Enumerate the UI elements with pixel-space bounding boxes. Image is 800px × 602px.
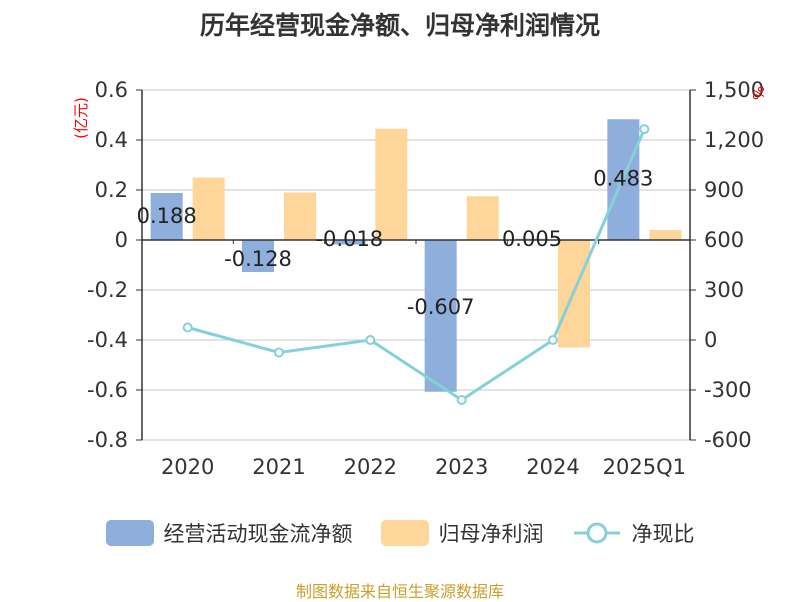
legend: 经营活动现金流净额 归母净利润 净现比 <box>0 518 800 548</box>
x-tick-label: 2022 <box>344 455 397 479</box>
left-tick-label: 0.6 <box>95 78 128 102</box>
x-tick-label: 2023 <box>435 455 488 479</box>
bar-net-profit <box>466 196 499 240</box>
ratio-point <box>639 124 650 135</box>
legend-label-cashflow: 经营活动现金流净额 <box>163 522 353 546</box>
ratio-point <box>274 347 284 358</box>
right-tick-label: 1,500 <box>704 78 764 102</box>
right-tick-label: -600 <box>704 428 752 452</box>
bar-value-label: -0.607 <box>407 295 475 319</box>
bar-cashflow <box>333 240 366 245</box>
ratio-point <box>456 395 467 405</box>
left-tick-label: -0.8 <box>87 428 128 452</box>
legend-item-ratio[interactable]: 净现比 <box>572 518 695 548</box>
legend-swatch-net-profit <box>380 520 429 546</box>
ratio-point <box>365 335 376 345</box>
right-tick-label: 900 <box>704 178 744 202</box>
right-axis-unit: % <box>750 86 768 100</box>
bars <box>150 119 682 392</box>
right-tick-label: 0 <box>704 328 717 352</box>
left-tick-label: 0.2 <box>95 178 128 202</box>
legend-swatch-cashflow <box>105 520 154 546</box>
bar-value-label: 0.483 <box>593 166 653 190</box>
data-labels: 0.188 -0.128 -0.018 -0.607 0.005 0.483 <box>137 166 654 319</box>
right-tick-label: 600 <box>704 228 744 252</box>
right-tick-label: -300 <box>704 378 752 402</box>
left-tick-label: 0.4 <box>95 128 128 152</box>
legend-item-net-profit[interactable]: 归母净利润 <box>380 518 544 548</box>
legend-line-ratio-icon <box>573 522 620 544</box>
legend-label-net-profit: 归母净利润 <box>438 522 544 546</box>
bar-cashflow <box>150 193 183 240</box>
right-tick-label: 300 <box>704 278 744 302</box>
left-tick-label: -0.6 <box>87 378 128 402</box>
right-tick-label: 1,200 <box>704 128 764 152</box>
ratio-point <box>548 335 558 345</box>
chart-title: 历年经营现金净额、归母净利润情况 <box>199 11 600 40</box>
x-tick-label: 2021 <box>252 455 305 479</box>
bar-cashflow <box>424 240 457 392</box>
bar-cashflow <box>242 240 274 272</box>
bar-net-profit <box>375 128 408 240</box>
legend-item-cashflow[interactable]: 经营活动现金流净额 <box>105 518 353 548</box>
bar-net-profit <box>192 177 225 240</box>
x-tick-label: 2025Q1 <box>603 455 686 479</box>
bar-value-label: -0.018 <box>315 227 383 251</box>
source-note: 制图数据来自恒生聚源数据库 <box>295 582 504 601</box>
left-tick-label: -0.4 <box>87 328 128 352</box>
axes: 0.6 0.4 0.2 0 -0.2 -0.4 -0.6 -0.8 1,500 1,200 900 6… <box>72 78 768 479</box>
left-tick-label: 0 <box>115 228 128 252</box>
bar-value-label: 0.188 <box>137 204 197 228</box>
bar-value-label: 0.005 <box>502 227 562 251</box>
x-tick-label: 2024 <box>526 455 579 479</box>
bar-value-label: -0.128 <box>224 247 292 271</box>
ratio-point <box>182 322 193 333</box>
bar-net-profit <box>649 230 682 240</box>
ratio-line <box>182 124 650 405</box>
left-axis-unit: (亿元) <box>72 97 90 139</box>
legend-label-ratio: 净现比 <box>631 522 695 546</box>
left-tick-label: -0.2 <box>87 278 128 302</box>
bar-net-profit <box>284 192 316 240</box>
ratio-line-path <box>187 128 646 402</box>
x-tick-label: 2020 <box>161 455 214 479</box>
